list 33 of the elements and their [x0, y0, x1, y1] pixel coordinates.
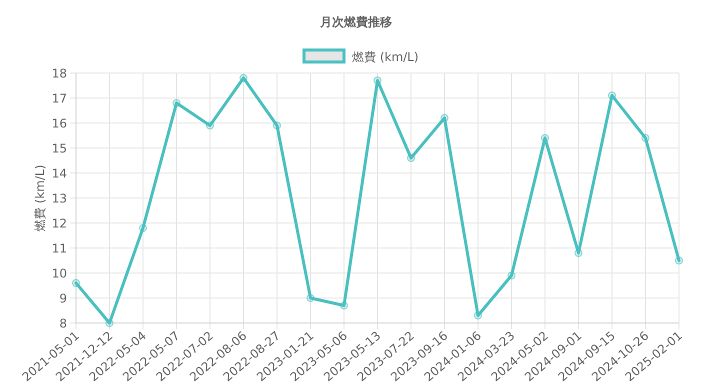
point [474, 312, 482, 320]
point [642, 134, 650, 142]
point [440, 114, 448, 122]
y-tick-label: 8 [59, 316, 67, 330]
y-tick-label: 18 [52, 66, 67, 80]
point [206, 122, 214, 130]
point [574, 249, 582, 257]
point [306, 294, 314, 302]
point [273, 122, 281, 130]
y-tick-label: 11 [52, 242, 67, 256]
y-tick-label: 9 [59, 292, 67, 306]
y-tick-label: 16 [52, 116, 67, 130]
y-tick-label: 17 [52, 92, 67, 106]
point [541, 134, 549, 142]
chart-title: 月次燃費推移 [319, 15, 392, 29]
y-axis-title: 燃費 (km/L) [33, 164, 47, 232]
y-tick-label: 13 [52, 192, 67, 206]
point [374, 76, 382, 84]
point [340, 302, 348, 310]
point [675, 256, 683, 264]
y-tick-label: 14 [52, 166, 67, 180]
point [72, 279, 80, 287]
point [407, 154, 415, 162]
point [139, 224, 147, 232]
point [508, 272, 516, 280]
y-tick-label: 12 [52, 216, 67, 230]
point [106, 319, 114, 327]
y-tick-label: 10 [52, 266, 67, 280]
point [608, 92, 616, 100]
legend-label: 燃費 (km/L) [352, 50, 419, 64]
point [240, 74, 248, 82]
y-tick-label: 15 [52, 142, 67, 156]
point [172, 99, 180, 107]
